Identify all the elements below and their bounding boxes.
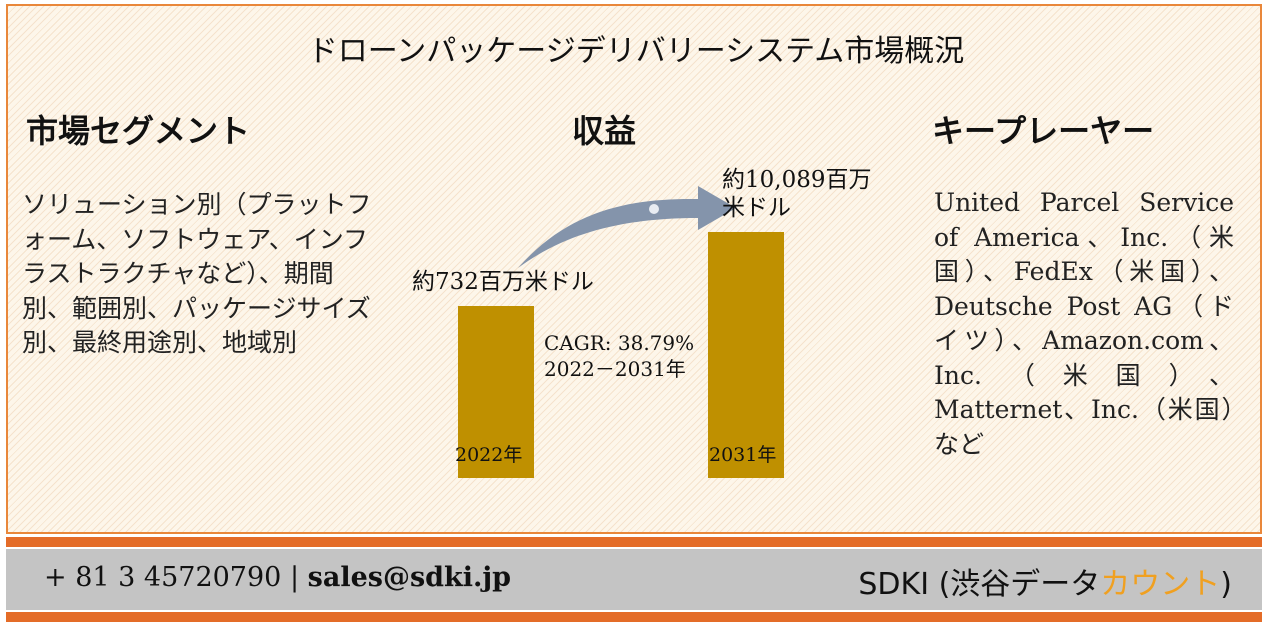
footer-bar: + 81 3 45720790 | sales@sdki.jp SDKI (渋谷… <box>6 547 1262 612</box>
cagr-value: CAGR: 38.79% <box>544 331 695 355</box>
bar-2022年 <box>458 306 534 478</box>
contact-separator: | <box>289 562 300 593</box>
bar-2031年 <box>708 232 784 478</box>
players-text: United Parcel Service of America、Inc.（米国… <box>934 188 1234 459</box>
brand-name: SDKI (渋谷データカウント) <box>858 559 1232 603</box>
growth-arrow <box>518 186 736 268</box>
revenue-chart <box>458 186 784 478</box>
bar-label-2022: 2022年 <box>455 444 523 466</box>
value-label-2022: 約732百万米ドル <box>412 269 594 295</box>
footer-stripe-top <box>6 537 1262 547</box>
value-label-2031: 約10,089百万米ドル <box>722 167 872 221</box>
cagr-period: 2022－2031年 <box>544 357 686 381</box>
email-link[interactable]: sales@sdki.jp <box>307 562 512 593</box>
bar-label-2031: 2031年 <box>709 444 777 466</box>
page-title: ドローンパッケージデリバリーシステム市場概況 <box>307 34 965 69</box>
footer-stripe-bottom <box>6 612 1262 622</box>
brand-accent: カウント <box>1100 567 1221 602</box>
segments-text: ソリューション別（プラットフォーム、ソフトウェア、インフラストラクチャなど）、期… <box>22 190 372 357</box>
players-heading: キープレーヤー <box>932 112 1155 150</box>
overview-panel: ドローンパッケージデリバリーシステム市場概況 市場セグメント 収益 キープレーヤ… <box>6 4 1262 534</box>
revenue-heading: 収益 <box>572 112 637 150</box>
arrow-highlight-dot <box>649 204 659 214</box>
brand-main: SDKI (渋谷データ <box>858 567 1101 602</box>
contact-info: + 81 3 45720790 | sales@sdki.jp <box>44 562 511 593</box>
cagr-label: CAGR: 38.79% 2022－2031年 <box>544 330 694 382</box>
segments-heading: 市場セグメント <box>26 112 251 150</box>
brand-close: ) <box>1220 567 1232 602</box>
phone-number: + 81 3 45720790 <box>44 562 282 593</box>
